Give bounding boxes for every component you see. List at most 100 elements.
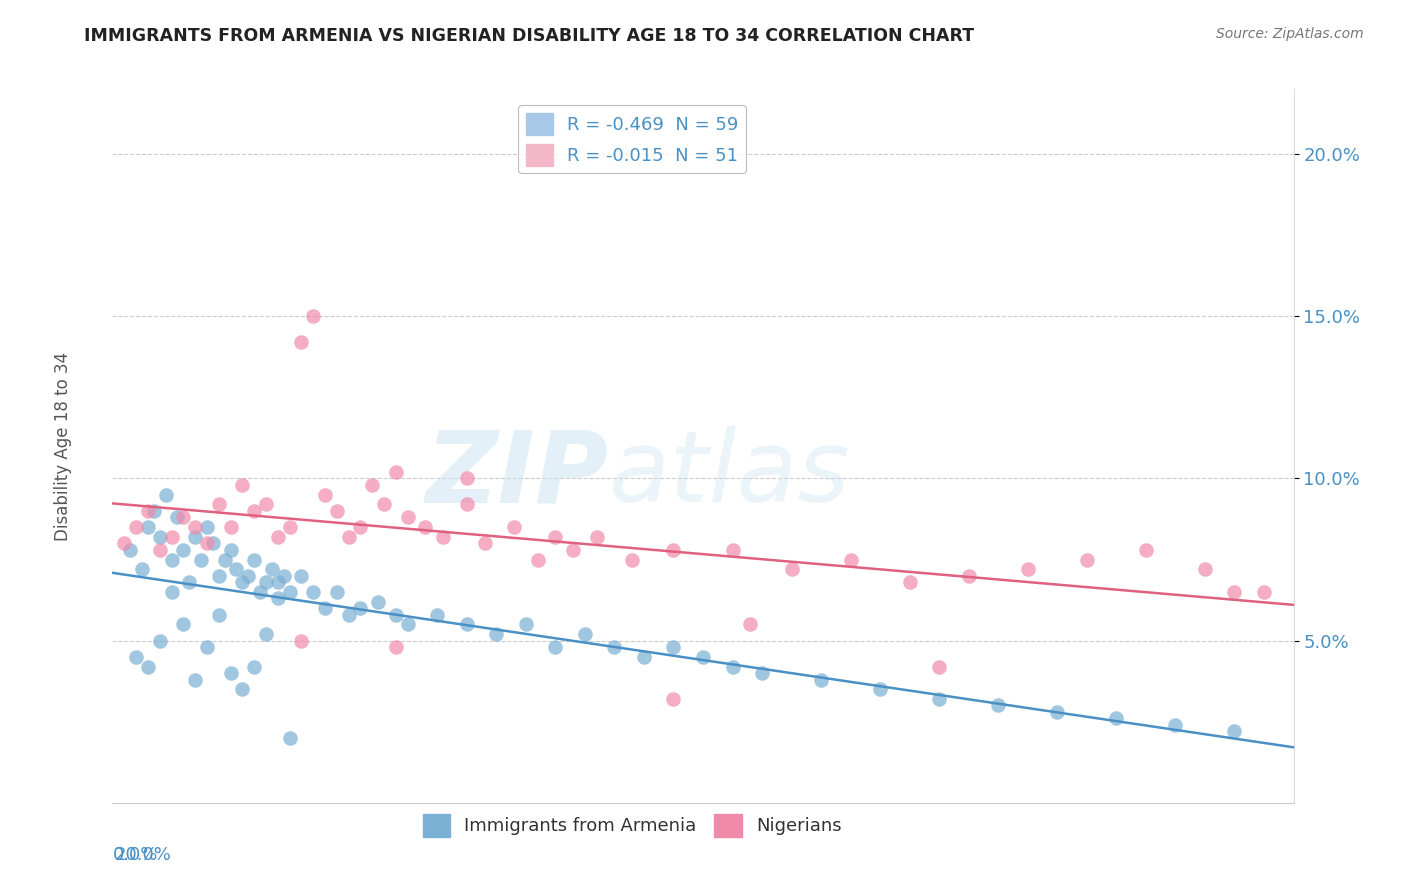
Point	[810, 673, 832, 687]
Point	[179, 575, 201, 590]
Point	[361, 478, 384, 492]
Point	[201, 536, 224, 550]
Point	[957, 568, 980, 582]
Text: atlas: atlas	[609, 426, 851, 523]
Point	[326, 585, 349, 599]
Point	[1194, 562, 1216, 576]
Legend: Immigrants from Armenia, Nigerians: Immigrants from Armenia, Nigerians	[415, 807, 849, 844]
Point	[302, 310, 325, 324]
Point	[526, 552, 548, 566]
Point	[1223, 724, 1246, 739]
Point	[172, 510, 194, 524]
Point	[721, 542, 744, 557]
Point	[456, 471, 478, 485]
Point	[839, 552, 862, 566]
Point	[160, 552, 183, 566]
Point	[662, 542, 685, 557]
Point	[290, 335, 312, 350]
Point	[426, 607, 449, 622]
Point	[184, 673, 207, 687]
Point	[278, 585, 301, 599]
Point	[160, 585, 183, 599]
Point	[208, 568, 231, 582]
Point	[396, 617, 419, 632]
Point	[149, 530, 172, 544]
Point	[349, 520, 371, 534]
Point	[136, 659, 159, 673]
Point	[184, 530, 207, 544]
Point	[515, 617, 537, 632]
Point	[485, 627, 508, 641]
Point	[633, 649, 655, 664]
Point	[1223, 585, 1246, 599]
Point	[172, 617, 194, 632]
Point	[662, 692, 685, 706]
Point	[260, 562, 283, 576]
Point	[869, 682, 891, 697]
Point	[131, 562, 153, 576]
Point	[898, 575, 921, 590]
Point	[249, 585, 271, 599]
Point	[474, 536, 496, 550]
Point	[290, 568, 312, 582]
Point	[456, 617, 478, 632]
Point	[373, 497, 395, 511]
Point	[155, 488, 177, 502]
Text: 0.0%: 0.0%	[112, 846, 157, 863]
Point	[278, 520, 301, 534]
Point	[692, 649, 714, 664]
Point	[225, 562, 247, 576]
Point	[396, 510, 419, 524]
Point	[385, 640, 408, 654]
Point	[621, 552, 644, 566]
Text: 20.0%: 20.0%	[115, 846, 172, 863]
Point	[267, 575, 290, 590]
Point	[928, 659, 950, 673]
Point	[721, 659, 744, 673]
Point	[1164, 718, 1187, 732]
Point	[231, 682, 253, 697]
Point	[267, 530, 290, 544]
Point	[172, 542, 194, 557]
Point	[456, 497, 478, 511]
Point	[385, 465, 408, 479]
Point	[337, 607, 360, 622]
Text: Source: ZipAtlas.com: Source: ZipAtlas.com	[1216, 27, 1364, 41]
Point	[149, 633, 172, 648]
Point	[219, 542, 242, 557]
Point	[290, 633, 312, 648]
Point	[544, 530, 567, 544]
Point	[208, 497, 231, 511]
Point	[208, 607, 231, 622]
Point	[367, 595, 389, 609]
Point	[314, 601, 336, 615]
Point	[136, 504, 159, 518]
Point	[214, 552, 236, 566]
Point	[231, 478, 253, 492]
Point	[184, 520, 207, 534]
Point	[1135, 542, 1157, 557]
Point	[120, 542, 142, 557]
Point	[136, 520, 159, 534]
Point	[243, 659, 266, 673]
Point	[219, 520, 242, 534]
Point	[125, 649, 148, 664]
Point	[574, 627, 596, 641]
Point	[415, 520, 437, 534]
Point	[112, 536, 135, 550]
Point	[219, 666, 242, 681]
Point	[585, 530, 607, 544]
Text: ZIP: ZIP	[426, 426, 609, 523]
Point	[1105, 711, 1128, 725]
Text: Disability Age 18 to 34: Disability Age 18 to 34	[55, 351, 72, 541]
Point	[751, 666, 773, 681]
Point	[1017, 562, 1039, 576]
Point	[195, 536, 218, 550]
Point	[238, 568, 260, 582]
Point	[928, 692, 950, 706]
Point	[254, 627, 277, 641]
Point	[337, 530, 360, 544]
Point	[190, 552, 212, 566]
Point	[243, 504, 266, 518]
Point	[195, 520, 218, 534]
